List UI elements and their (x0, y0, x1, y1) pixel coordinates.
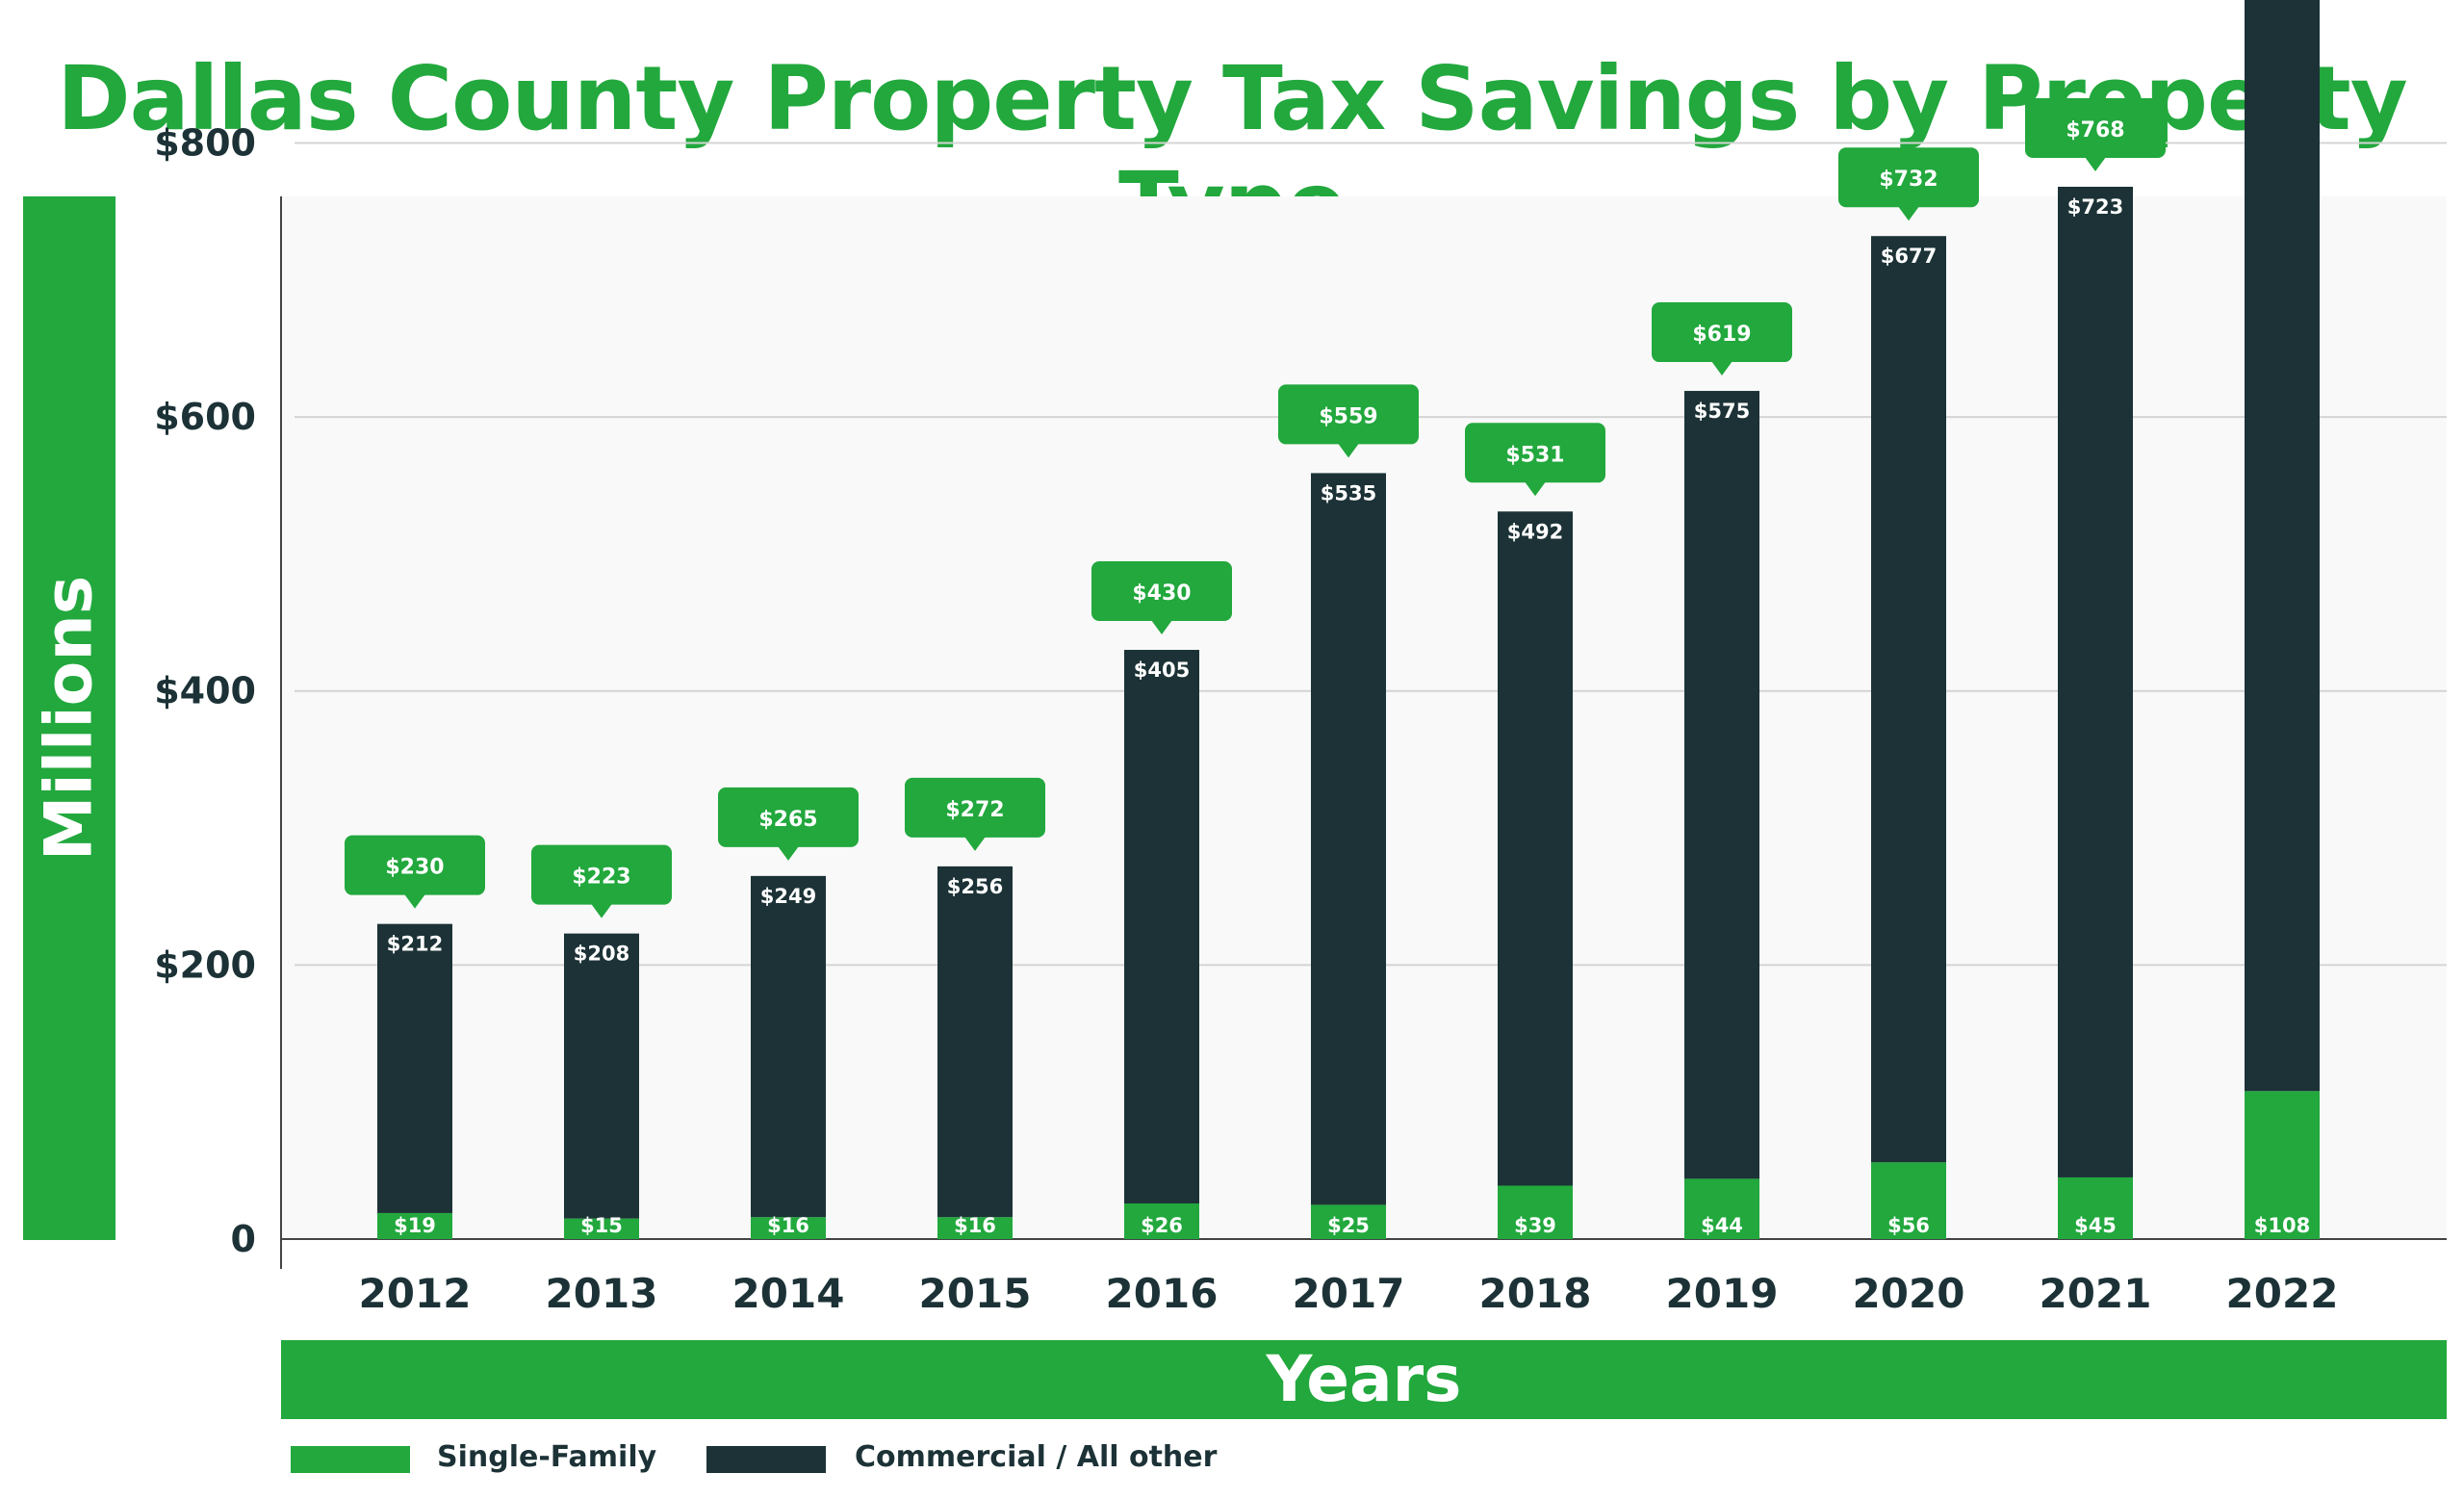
x-tick-label: 2022 (2226, 1270, 2339, 1317)
total-callout (1278, 384, 1419, 445)
data-label-commercial: $492 (1507, 520, 1563, 543)
bar-single-family (751, 1217, 826, 1239)
total-callout (1838, 147, 1979, 208)
x-tick-label: 2015 (919, 1270, 1032, 1317)
x-tick-label: 2012 (359, 1270, 472, 1317)
total-callout (345, 835, 485, 895)
x-tick-label: 2021 (2040, 1270, 2152, 1317)
bar-single-family (1311, 1204, 1386, 1239)
total-label: $732 (1879, 168, 1938, 192)
data-label-single-family: $45 (2074, 1214, 2117, 1237)
data-label-single-family: $15 (580, 1214, 623, 1237)
total-callout-pointer (1525, 481, 1546, 497)
data-label-single-family: $19 (394, 1214, 436, 1237)
y-tick-label: $400 (154, 670, 256, 712)
total-callout-pointer (1151, 620, 1172, 635)
data-label-single-family: $108 (2254, 1214, 2310, 1237)
legend-label-single-family: Single-Family (437, 1440, 657, 1474)
legend-swatch-commercial (706, 1446, 826, 1473)
data-label-commercial: $256 (947, 875, 1003, 898)
total-callout (531, 844, 672, 905)
y-tick-label: $800 (154, 121, 256, 164)
total-label: $619 (1692, 323, 1751, 347)
x-tick-label: 2017 (1293, 1270, 1405, 1317)
x-tick-label: 2020 (1853, 1270, 1965, 1317)
data-label-commercial: $208 (574, 943, 629, 966)
total-callout-pointer (778, 845, 799, 861)
data-label-commercial: $249 (760, 885, 816, 908)
bar-single-family (2245, 1091, 2320, 1239)
x-tick-label: 2018 (1479, 1270, 1592, 1317)
data-label-single-family: $39 (1514, 1214, 1556, 1237)
data-label-commercial: $723 (2067, 195, 2123, 219)
total-callout-pointer (964, 836, 986, 851)
x-tick-label: 2014 (732, 1270, 845, 1317)
total-label: $230 (385, 856, 444, 880)
total-label: $559 (1319, 404, 1377, 428)
data-label-single-family: $25 (1327, 1214, 1370, 1237)
bar-commercial (1871, 236, 1946, 1163)
bar-commercial (2245, 0, 2320, 1092)
total-callout (718, 787, 859, 847)
total-label: $768 (2066, 118, 2124, 142)
bar-single-family (1871, 1162, 1946, 1239)
total-callout-pointer (2085, 156, 2106, 171)
data-label-commercial: $405 (1134, 659, 1190, 682)
y-tick-label: $200 (154, 943, 256, 986)
bar-commercial (1311, 473, 1386, 1205)
bar-single-family (1124, 1202, 1199, 1239)
data-label-single-family: $26 (1141, 1214, 1183, 1237)
bar-commercial (2058, 186, 2133, 1177)
data-label-commercial: $535 (1321, 481, 1376, 504)
total-callout (1091, 561, 1232, 622)
data-label-single-family: $56 (1887, 1214, 1930, 1237)
total-callout-pointer (1711, 361, 1732, 376)
data-label-single-family: $16 (954, 1214, 996, 1237)
bar-single-family (1498, 1185, 1573, 1239)
bar-commercial (1124, 650, 1199, 1203)
x-axis-label-box: Years (281, 1340, 2447, 1419)
data-label-commercial: $212 (387, 933, 443, 956)
total-label: $531 (1505, 443, 1564, 467)
total-callout-pointer (1898, 206, 1919, 221)
bar-single-family (564, 1218, 639, 1239)
bar-single-family (937, 1217, 1013, 1239)
total-label: $272 (945, 798, 1004, 822)
total-callout-pointer (404, 893, 425, 909)
y-axis-label-box: Millions (23, 196, 116, 1240)
legend-swatch-single-family (291, 1446, 410, 1473)
y-tick-label: 0 (231, 1218, 256, 1260)
y-tick-label: $600 (154, 396, 256, 438)
total-callout (1465, 423, 1605, 483)
bar-single-family (2058, 1176, 2133, 1239)
total-callout-pointer (591, 903, 612, 918)
data-label-commercial: $575 (1694, 400, 1750, 423)
total-callout (2025, 97, 2166, 158)
bar-commercial (377, 923, 452, 1213)
total-label: $265 (758, 808, 817, 832)
bar-single-family (377, 1212, 452, 1239)
x-axis-label: Years (1266, 1342, 1462, 1416)
bar-single-family (1684, 1178, 1759, 1239)
bar-commercial (937, 866, 1013, 1218)
data-label-single-family: $16 (767, 1214, 809, 1237)
data-label-commercial: $677 (1881, 245, 1937, 268)
bar-commercial (1684, 391, 1759, 1179)
x-tick-label: 2013 (546, 1270, 658, 1317)
bar-commercial (1498, 511, 1573, 1186)
total-callout-pointer (1338, 443, 1359, 458)
total-label: $223 (572, 866, 630, 890)
bar-commercial (564, 933, 639, 1219)
bar-commercial (751, 875, 826, 1218)
data-label-single-family: $44 (1701, 1214, 1743, 1237)
legend-label-commercial: Commercial / All other (855, 1440, 1218, 1474)
x-tick-label: 2016 (1106, 1270, 1219, 1317)
total-callout (1652, 302, 1792, 363)
x-tick-label: 2019 (1666, 1270, 1779, 1317)
total-label: $430 (1132, 582, 1191, 606)
total-callout (905, 777, 1045, 838)
